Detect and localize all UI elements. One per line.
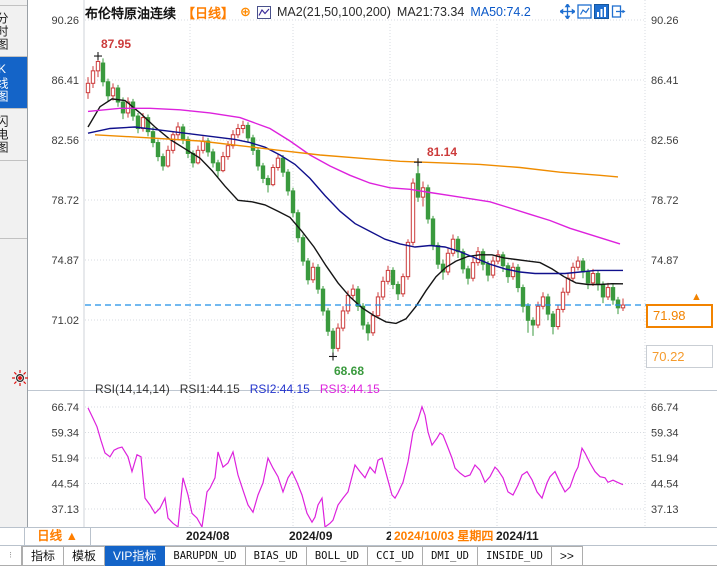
price-annotations: 87.95 81.14 68.68 <box>94 37 457 378</box>
ma-group-label: MA2(21,50,100,200) <box>276 5 391 19</box>
svg-text:90.26: 90.26 <box>51 15 79 27</box>
exit-right-icon[interactable] <box>611 4 626 19</box>
indicator-tab-vip[interactable]: VIP指标 <box>105 546 166 566</box>
svg-text:74.87: 74.87 <box>651 255 679 267</box>
rsi-params: RSI(14,14,14) <box>95 382 170 396</box>
svg-text:66.74: 66.74 <box>651 402 679 414</box>
tab-bar-filler <box>582 546 717 566</box>
add-indicator-icon[interactable]: ⊕ <box>240 4 251 19</box>
period-tag[interactable]: 【日线】 <box>182 5 235 21</box>
rsi2-value: RSI2:44.15 <box>249 382 310 396</box>
indicator-tab-dmiud[interactable]: DMI_UD <box>423 546 478 566</box>
ma-line-ma100 <box>87 107 621 245</box>
svg-text:59.34: 59.34 <box>651 428 679 440</box>
svg-text:51.94: 51.94 <box>51 453 79 465</box>
svg-text:86.41: 86.41 <box>51 75 79 87</box>
x-axis-label-1: 2024/08 <box>186 529 230 543</box>
svg-text:44.54: 44.54 <box>51 479 79 491</box>
indicator-tab-barupdnud[interactable]: BARUPDN_UD <box>165 546 246 566</box>
move-crosshair-icon[interactable] <box>558 2 577 21</box>
dropdown-up-icon: ▲ <box>65 529 78 543</box>
symbol-title: 布伦特原油连续 <box>85 5 177 21</box>
chart-canvas[interactable]: 90.26 90.26 86.41 86.41 82.56 82.56 78.72 78.72… <box>28 0 717 527</box>
alarm-icon[interactable] <box>11 369 29 387</box>
svg-text:37.13: 37.13 <box>651 504 679 516</box>
axis-labels: 90.26 90.26 86.41 86.41 82.56 82.56 78.72 78.72… <box>51 15 678 516</box>
indicator-tab-biasud[interactable]: BIAS_UD <box>245 546 307 566</box>
indicator-tab-[interactable]: 指标 <box>22 546 65 566</box>
svg-text:44.54: 44.54 <box>651 479 679 491</box>
svg-text:66.74: 66.74 <box>51 402 79 414</box>
svg-text:87.95: 87.95 <box>101 37 131 51</box>
moving-averages <box>87 98 624 325</box>
svg-text:78.72: 78.72 <box>51 195 79 207</box>
svg-text:86.41: 86.41 <box>651 75 679 87</box>
svg-text:90.26: 90.26 <box>651 15 679 27</box>
candles <box>85 56 626 357</box>
sidebar-item-4[interactable]: 合约资料 <box>0 161 27 239</box>
chart-header: 布伦特原油连续 【日线】 ⊕ MA2(21,50,100,200) MA21:73… <box>85 3 531 21</box>
sidebar: 分时图K线图闪电图合约资料 <box>0 0 28 566</box>
x-axis-label-4: 2024/11 <box>496 529 539 543</box>
x-axis-label-3: 2 <box>386 529 393 543</box>
indicator-tab-[interactable]: 模板 <box>64 546 106 566</box>
indicator-tab-bollud[interactable]: BOLL_UD <box>306 546 369 566</box>
svg-text:37.13: 37.13 <box>51 504 79 516</box>
x-axis-label-2: 2024/09 <box>289 529 333 543</box>
svg-text:59.34: 59.34 <box>51 428 79 440</box>
gridlines <box>28 0 717 527</box>
xaxis-row: 日线 ▲ 2024/08 2024/09 2 2024/11 2024/10/03 星期… <box>0 527 717 546</box>
indicator-tab-cciud[interactable]: CCI_UD <box>368 546 424 566</box>
rsi1-value: RSI1:44.15 <box>179 382 240 396</box>
sidebar-item-3[interactable]: 闪电图 <box>0 109 27 161</box>
mini-chart-icon[interactable] <box>256 5 271 19</box>
svg-text:78.72: 78.72 <box>651 195 679 207</box>
indicator-tab-insideud[interactable]: INSIDE_UD <box>478 546 552 566</box>
bar-chart-icon[interactable] <box>594 4 609 19</box>
period-selector[interactable]: 日线 ▲ <box>24 528 91 545</box>
rsi-header: RSI(14,14,14) RSI1:44.15 RSI2:44.15 RSI3… <box>95 382 380 396</box>
ma-line-ma50 <box>87 126 623 275</box>
chart-toolbar <box>558 2 626 21</box>
ma-line-ma21 <box>87 98 624 325</box>
svg-text:74.87: 74.87 <box>51 255 79 267</box>
ma21-value: MA21:73.34 <box>396 5 465 19</box>
svg-text:71.02: 71.02 <box>51 315 79 327</box>
rsi-line <box>87 404 624 527</box>
indicator-tab-[interactable]: >> <box>551 546 583 566</box>
ma-line-ma200 <box>94 134 619 178</box>
last-price-box: 71.98 <box>646 304 713 328</box>
price-up-arrow-icon: ▲ <box>691 291 702 303</box>
rsi3-value: RSI3:44.15 <box>319 382 380 396</box>
lower-price-box: 70.22 <box>646 345 713 368</box>
crosshair-date-label: 2024/10/03 星期四 <box>391 528 497 545</box>
svg-text:82.56: 82.56 <box>651 135 679 147</box>
corner-handle[interactable]: ⁝ <box>0 546 22 566</box>
svg-text:81.14: 81.14 <box>427 145 457 159</box>
svg-text:82.56: 82.56 <box>51 135 79 147</box>
ma50-value: MA50:74.2 <box>470 5 531 19</box>
sidebar-item-2[interactable]: K线图 <box>0 57 27 109</box>
indicator-tab-bar: ⁝ 指标 模板 VIP指标 BARUPDN_UD BIAS_UD BOLL_UD CCI_U… <box>0 546 717 566</box>
sidebar-item-1[interactable]: 分时图 <box>0 5 27 57</box>
indicator-window-icon[interactable] <box>577 4 592 19</box>
svg-text:51.94: 51.94 <box>651 453 679 465</box>
svg-text:68.68: 68.68 <box>334 364 364 378</box>
